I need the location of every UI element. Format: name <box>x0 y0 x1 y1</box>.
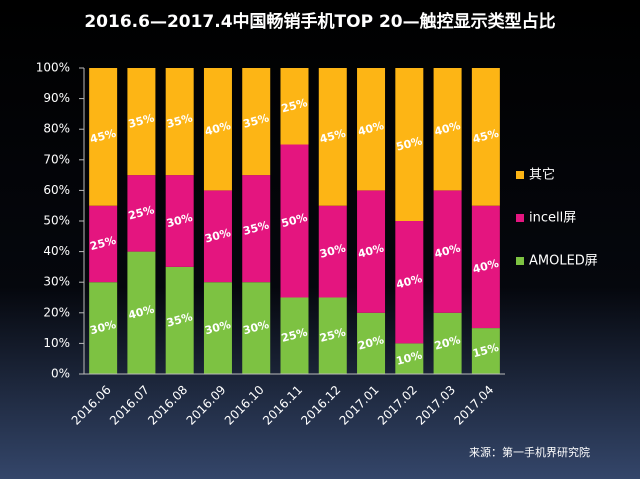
bar-segment <box>433 190 462 313</box>
y-tick-label: 10% <box>43 336 70 350</box>
bar-segment <box>280 297 309 374</box>
bar-segment <box>395 68 424 221</box>
y-tick-label: 30% <box>43 275 70 289</box>
y-tick-label: 0% <box>51 367 70 381</box>
y-tick-label: 20% <box>43 305 70 319</box>
bar-segment <box>471 205 500 329</box>
bar-segment <box>127 251 156 374</box>
legend-swatch <box>516 257 524 265</box>
bar-segment <box>471 68 500 206</box>
y-tick-label: 50% <box>43 214 70 228</box>
legend-swatch <box>516 171 524 179</box>
legend-swatch <box>516 214 524 222</box>
y-tick-label: 70% <box>43 152 70 166</box>
bar-segment <box>203 68 232 191</box>
y-tick-label: 60% <box>43 183 70 197</box>
y-tick-label: 100% <box>36 61 70 75</box>
bar-segment <box>395 221 424 344</box>
bar-segment <box>357 190 386 313</box>
bar-segment <box>127 68 156 176</box>
bar-segment <box>165 68 194 176</box>
bar-segment <box>357 312 386 374</box>
bar-segment <box>203 282 232 374</box>
bar-segment <box>357 68 386 191</box>
bar-segment <box>318 68 347 206</box>
bar-segment <box>318 205 347 298</box>
bar-segment <box>127 175 156 252</box>
legend-label: incell屏 <box>529 211 576 226</box>
bar-segment <box>318 297 347 374</box>
source-note: 来源：第一手机界研究院 <box>469 445 590 459</box>
bar-segment <box>280 68 309 145</box>
bar-segment <box>242 68 271 176</box>
legend-label: AMOLED屏 <box>529 254 598 269</box>
y-tick-label: 80% <box>43 122 70 136</box>
bar-segment <box>165 175 194 267</box>
bar-segment <box>280 144 309 298</box>
legend-label: 其它 <box>529 167 555 183</box>
y-tick-label: 40% <box>43 244 70 258</box>
bar-segment <box>433 312 462 374</box>
bar-segment <box>242 175 271 283</box>
bar-segment <box>433 68 462 191</box>
bar-segment <box>165 266 194 374</box>
bar-segment <box>203 190 232 283</box>
bar-segment <box>89 205 118 283</box>
bar-segment <box>242 282 271 374</box>
y-tick-label: 90% <box>43 91 70 105</box>
bar-segment <box>89 68 118 206</box>
bar-segment <box>395 343 424 374</box>
bar-segment <box>89 282 118 374</box>
bar-segment <box>471 328 500 374</box>
chart-title: 2016.6—2017.4中国畅销手机TOP 20—触控显示类型占比 <box>84 11 555 32</box>
